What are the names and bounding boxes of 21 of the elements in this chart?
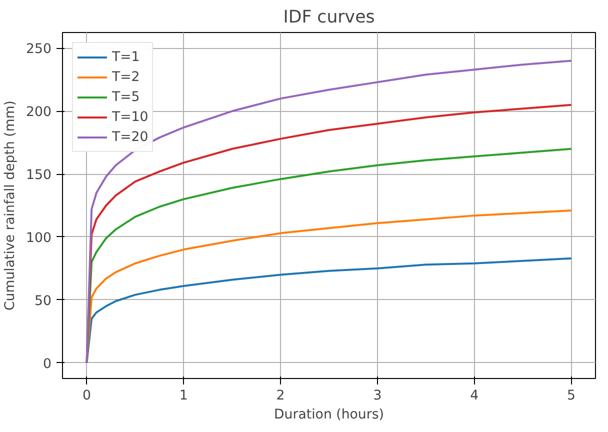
x-tick-label: 3 xyxy=(373,388,382,404)
x-tick-label: 5 xyxy=(567,388,576,404)
x-tick-label: 0 xyxy=(82,388,91,404)
y-axis-title: Cumulative rainfall depth (mm) xyxy=(3,100,18,310)
x-axis-title: Duration (hours) xyxy=(274,408,384,422)
y-tick-label: 50 xyxy=(34,294,52,309)
y-tick-label: 250 xyxy=(26,42,52,58)
y-tick-label: 0 xyxy=(43,356,52,372)
legend-label: T=5 xyxy=(112,90,140,104)
x-tick-label: 2 xyxy=(276,388,285,404)
y-tick-label: 100 xyxy=(26,230,52,246)
legend-label: T=2 xyxy=(112,70,140,84)
legend-label: T=1 xyxy=(112,50,140,64)
chart-title: IDF curves xyxy=(283,8,375,28)
legend-label: T=10 xyxy=(112,110,148,124)
x-tick-label: 4 xyxy=(470,388,479,404)
y-tick-label: 150 xyxy=(26,168,52,184)
x-tick-label: 1 xyxy=(179,388,188,404)
y-tick-label: 200 xyxy=(26,105,52,120)
line-series xyxy=(86,210,572,364)
legend-label: T=20 xyxy=(112,130,148,144)
